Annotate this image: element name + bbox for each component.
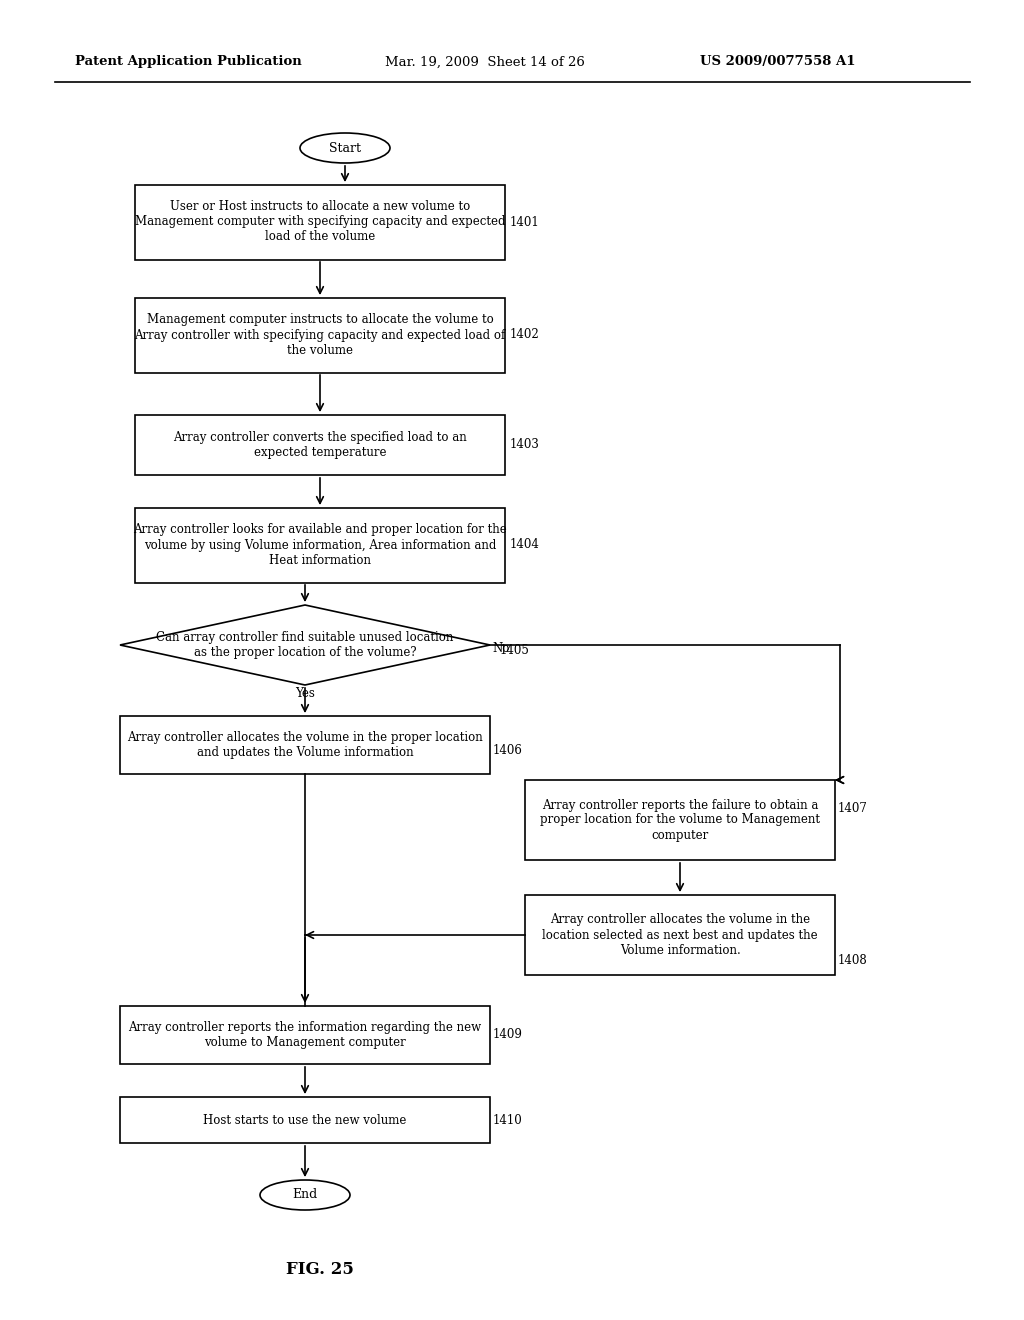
Bar bbox=[135, 185, 505, 260]
Bar bbox=[525, 895, 835, 975]
Text: Can array controller find suitable unused location
as the proper location of the: Can array controller find suitable unuse… bbox=[157, 631, 454, 659]
Bar bbox=[120, 1006, 490, 1064]
Text: Management computer instructs to allocate the volume to
Array controller with sp: Management computer instructs to allocat… bbox=[134, 314, 506, 356]
Ellipse shape bbox=[260, 1180, 350, 1210]
Text: End: End bbox=[293, 1188, 317, 1201]
Text: Array controller allocates the volume in the proper location
and updates the Vol: Array controller allocates the volume in… bbox=[127, 731, 483, 759]
Text: Array controller allocates the volume in the
location selected as next best and : Array controller allocates the volume in… bbox=[542, 913, 818, 957]
Bar bbox=[120, 715, 490, 774]
Text: Array controller looks for available and proper location for the
volume by using: Array controller looks for available and… bbox=[133, 524, 507, 566]
Bar bbox=[135, 297, 505, 372]
Text: 1405: 1405 bbox=[500, 644, 529, 656]
Text: Host starts to use the new volume: Host starts to use the new volume bbox=[204, 1114, 407, 1126]
Text: Array controller reports the failure to obtain a
proper location for the volume : Array controller reports the failure to … bbox=[540, 799, 820, 842]
Text: 1409: 1409 bbox=[493, 1028, 523, 1041]
Bar bbox=[135, 414, 505, 475]
Text: 1410: 1410 bbox=[493, 1114, 522, 1126]
Text: US 2009/0077558 A1: US 2009/0077558 A1 bbox=[700, 55, 855, 69]
Text: 1404: 1404 bbox=[510, 539, 540, 552]
Text: 1403: 1403 bbox=[510, 438, 540, 451]
Text: No: No bbox=[492, 642, 509, 655]
Text: 1401: 1401 bbox=[510, 215, 540, 228]
Ellipse shape bbox=[300, 133, 390, 162]
Bar bbox=[120, 1097, 490, 1143]
Text: Mar. 19, 2009  Sheet 14 of 26: Mar. 19, 2009 Sheet 14 of 26 bbox=[385, 55, 585, 69]
Text: Yes: Yes bbox=[295, 686, 315, 700]
Bar bbox=[525, 780, 835, 861]
Text: 1402: 1402 bbox=[510, 329, 540, 342]
Polygon shape bbox=[120, 605, 490, 685]
Text: Array controller converts the specified load to an
expected temperature: Array controller converts the specified … bbox=[173, 432, 467, 459]
Text: Array controller reports the information regarding the new
volume to Management : Array controller reports the information… bbox=[128, 1020, 481, 1049]
Text: 1408: 1408 bbox=[838, 953, 867, 966]
Text: Start: Start bbox=[329, 141, 361, 154]
Text: Patent Application Publication: Patent Application Publication bbox=[75, 55, 302, 69]
Text: User or Host instructs to allocate a new volume to
Management computer with spec: User or Host instructs to allocate a new… bbox=[135, 201, 505, 243]
Bar bbox=[135, 507, 505, 582]
Text: 1406: 1406 bbox=[493, 743, 523, 756]
Text: FIG. 25: FIG. 25 bbox=[286, 1262, 354, 1279]
Text: 1407: 1407 bbox=[838, 801, 868, 814]
